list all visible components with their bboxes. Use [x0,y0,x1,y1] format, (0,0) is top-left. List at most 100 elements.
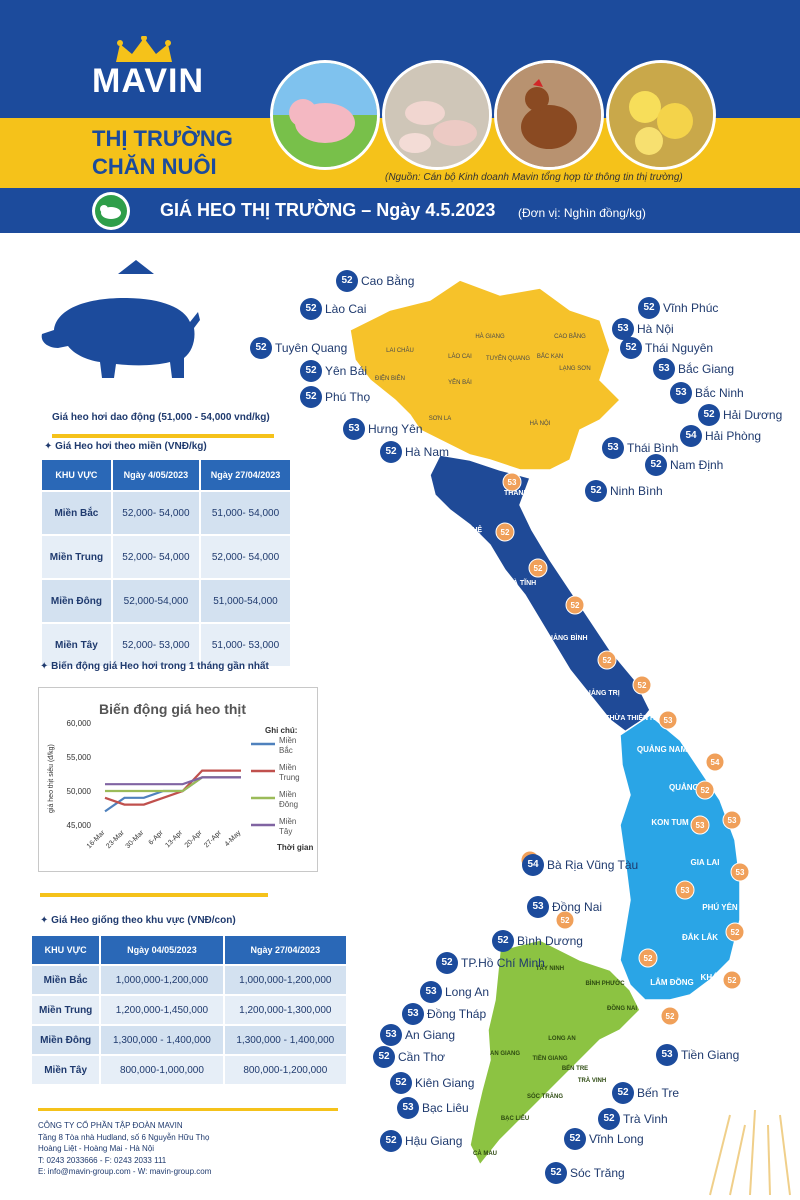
map-area-label: BÌNH PHƯỚC [585,979,625,987]
map-price-badge-text: 53 [736,868,745,877]
x-tick-label: 4-May [224,829,243,848]
map-region-north [349,279,622,471]
map-area-label: LẠNG SƠN [559,366,591,372]
map-price-badge [722,970,742,990]
legend-label: Trung [279,773,300,782]
legend-label: Bắc [279,746,293,755]
province-name: Bến Tre [637,1086,680,1100]
cell-value: 1,000,000-1,200,000 [224,966,346,994]
map-price-badge-text: 52 [534,564,543,573]
map-area-label: KON TUM [651,818,689,827]
map-price-badge [675,880,695,900]
footer-contact: CÔNG TY CỔ PHẦN TẬP ĐOÀN MAVIN Tầng 8 Tò… [38,1120,211,1178]
map-area-label: ĐẮK LẮK [682,933,718,942]
footer-address1: Tầng 8 Tòa nhà Hudland, số 6 Nguyễn Hữu … [38,1132,210,1142]
map-area-label: LÂM ĐỒNG [650,977,694,987]
table-row: Miền Bắc 1,000,000-1,200,000 1,000,000-1,2… [32,966,346,994]
province-name: Thái Nguyên [645,341,714,355]
pig-photo [270,60,380,170]
province-name: Yên Bái [325,364,368,378]
province-name: Hà Nam [405,445,450,459]
province-name: Hưng Yên [368,422,423,436]
map-area-label: CÀ MAU [473,1150,497,1157]
y-tick-label: 60,000 [67,719,92,728]
table-header-row: KHU VỰC Ngày 4/05/2023 Ngày 27/04/2023 [42,460,290,490]
province-price-badge: 53 [612,318,634,340]
pig-silhouette-icon [41,298,201,378]
divider-yellow [38,1108,338,1111]
province-price-badge: 52 [336,270,358,292]
cell-region: Miền Đông [32,1026,100,1054]
pig-badge-icon [92,192,130,230]
map-area-label: HÀ NỘI [530,420,551,427]
y-tick-label: 45,000 [67,821,92,830]
province-price-badge: 53 [402,1003,424,1025]
divider-yellow [40,893,268,897]
province-price-badge: 52 [300,298,322,320]
province-name: Tiền Giang [681,1048,740,1062]
province-price-badge: 53 [380,1024,402,1046]
crown-icon [116,36,172,62]
map-price-badge [528,558,548,578]
cell-value: 52,000- 54,000 [200,536,290,578]
triangle-marker-icon [118,260,154,274]
province-price-badge: 52 [645,454,667,476]
vietnam-map: HÀ GIANG CAO BẰNG LAI CHÂU LÀO CAI TUYÊN QUA… [349,279,750,1167]
province-price-badge: 53 [397,1097,419,1119]
map-area-label: TUYÊN QUANG [486,354,530,362]
map-area-label: YÊN BÁI [448,378,472,386]
table-row: Miền Trung 52,000- 54,000 52,000- 54,000 [42,536,290,578]
cell-value: 800,000-1,200,000 [224,1056,346,1084]
map-area-label: THANH HÓA [504,488,546,497]
province-price-badge: 52 [620,337,642,359]
col-date1: Ngày 4/05/2023 [112,460,199,490]
map-area-label: NGHỆ [462,525,483,534]
cell-value: 51,000- 54,000 [200,492,290,534]
chart-xlabel: Thời gian [277,843,313,852]
trend-section-title: ✦ Biến động giá Heo hơi trong 1 tháng gầ… [40,661,269,672]
legend-label: Miền [279,736,296,745]
province-name: Nam Định [670,458,724,472]
x-tick-label: 30-Mar [125,829,146,850]
map-area-label: ĐỒNG NAI [607,1005,637,1012]
price-trend-chart: Biến động giá heo thịt giá heo thịt siêu… [38,687,318,872]
cell-value: 52,000- 54,000 [112,492,199,534]
map-area-label: TIỀN GIANG [532,1055,567,1062]
col-date2: Ngày 27/04/2023 [224,936,346,964]
province-price-badge: 52 [250,337,272,359]
province-name: Bạc Liêu [422,1101,469,1115]
table-row: Miền Tây 800,000-1,000,000 800,000-1,200,0… [32,1056,346,1084]
map-price-badge-text: 52 [571,601,580,610]
cell-value: 52,000-54,000 [112,580,199,622]
map-area-label: LAI CHÂU [386,347,414,354]
map-area-label: THỪA THIÊN HUẾ [605,712,665,722]
map-price-badge [658,710,678,730]
map-price-badge-text: 53 [508,478,517,487]
province-price-badge: 52 [390,1072,412,1094]
live-pig-price-table: KHU VỰC Ngày 4/05/2023 Ngày 27/04/2023 M… [40,458,292,668]
legend-label: Miền [279,790,296,799]
cell-value: 1,200,000-1,450,000 [101,996,223,1024]
x-tick-label: 6-Apr [148,829,166,847]
province-price-badge: 52 [698,404,720,426]
province-name: Sóc Trăng [570,1166,625,1180]
map-price-badge [705,752,725,772]
province-price-badge: 54 [522,854,544,876]
province-name: Hà Nội [637,322,674,336]
map-price-badge-text: 54 [711,758,720,767]
map-price-badge-text: 52 [701,786,710,795]
province-name: Kiên Giang [415,1076,475,1090]
cell-region: Miền Đông [42,580,111,622]
province-price-badge: 53 [420,981,442,1003]
map-price-badge [660,1006,680,1026]
map-price-badge [495,522,515,542]
legend-label: Miền [279,763,296,772]
table-row: Miền Đông 52,000-54,000 51,000-54,000 [42,580,290,622]
map-area-label: BẾN TRE [562,1065,588,1072]
cell-value: 1,300,000 - 1,400,000 [224,1026,346,1054]
province-price-badge: 53 [602,437,624,459]
decorative-crown-pattern [709,1109,791,1196]
banner-unit: (Đơn vị: Nghìn đồng/kg) [518,206,646,220]
map-area-label: SÓC TRĂNG [527,1092,563,1100]
table-row: Miền Đông 1,300,000 - 1,400,000 1,300,000 … [32,1026,346,1054]
